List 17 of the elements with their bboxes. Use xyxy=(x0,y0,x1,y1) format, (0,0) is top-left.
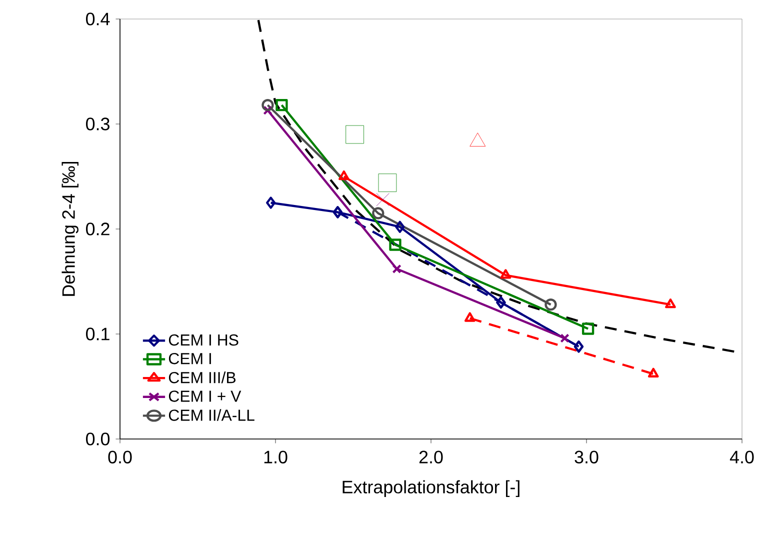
x-axis-title: Extrapolationsfaktor [-] xyxy=(342,480,520,497)
legend-label: CEM I + V xyxy=(168,390,242,402)
y-tick-label: 0.4 xyxy=(86,12,110,26)
legend-label: CEM I HS xyxy=(168,334,238,346)
x-tick-label: 2.0 xyxy=(419,450,443,464)
legend-label: CEM III/B xyxy=(168,372,236,384)
legend-label: CEM I xyxy=(168,352,211,364)
x-tick-label: 1.0 xyxy=(264,450,288,464)
x-tick-label: 3.0 xyxy=(574,450,598,464)
y-tick-label: 0.1 xyxy=(86,328,110,340)
y-axis-title: Dehnung 2-4 [‰] xyxy=(62,162,78,296)
y-tick-label: 0.2 xyxy=(86,222,110,236)
x-tick-label: 0.0 xyxy=(108,450,132,464)
y-tick-label: 0.0 xyxy=(86,432,110,446)
x-tick-label: 4.0 xyxy=(730,450,754,464)
legend-label: CEM II/A-LL xyxy=(168,409,254,421)
y-tick-label: 0.3 xyxy=(86,118,110,130)
